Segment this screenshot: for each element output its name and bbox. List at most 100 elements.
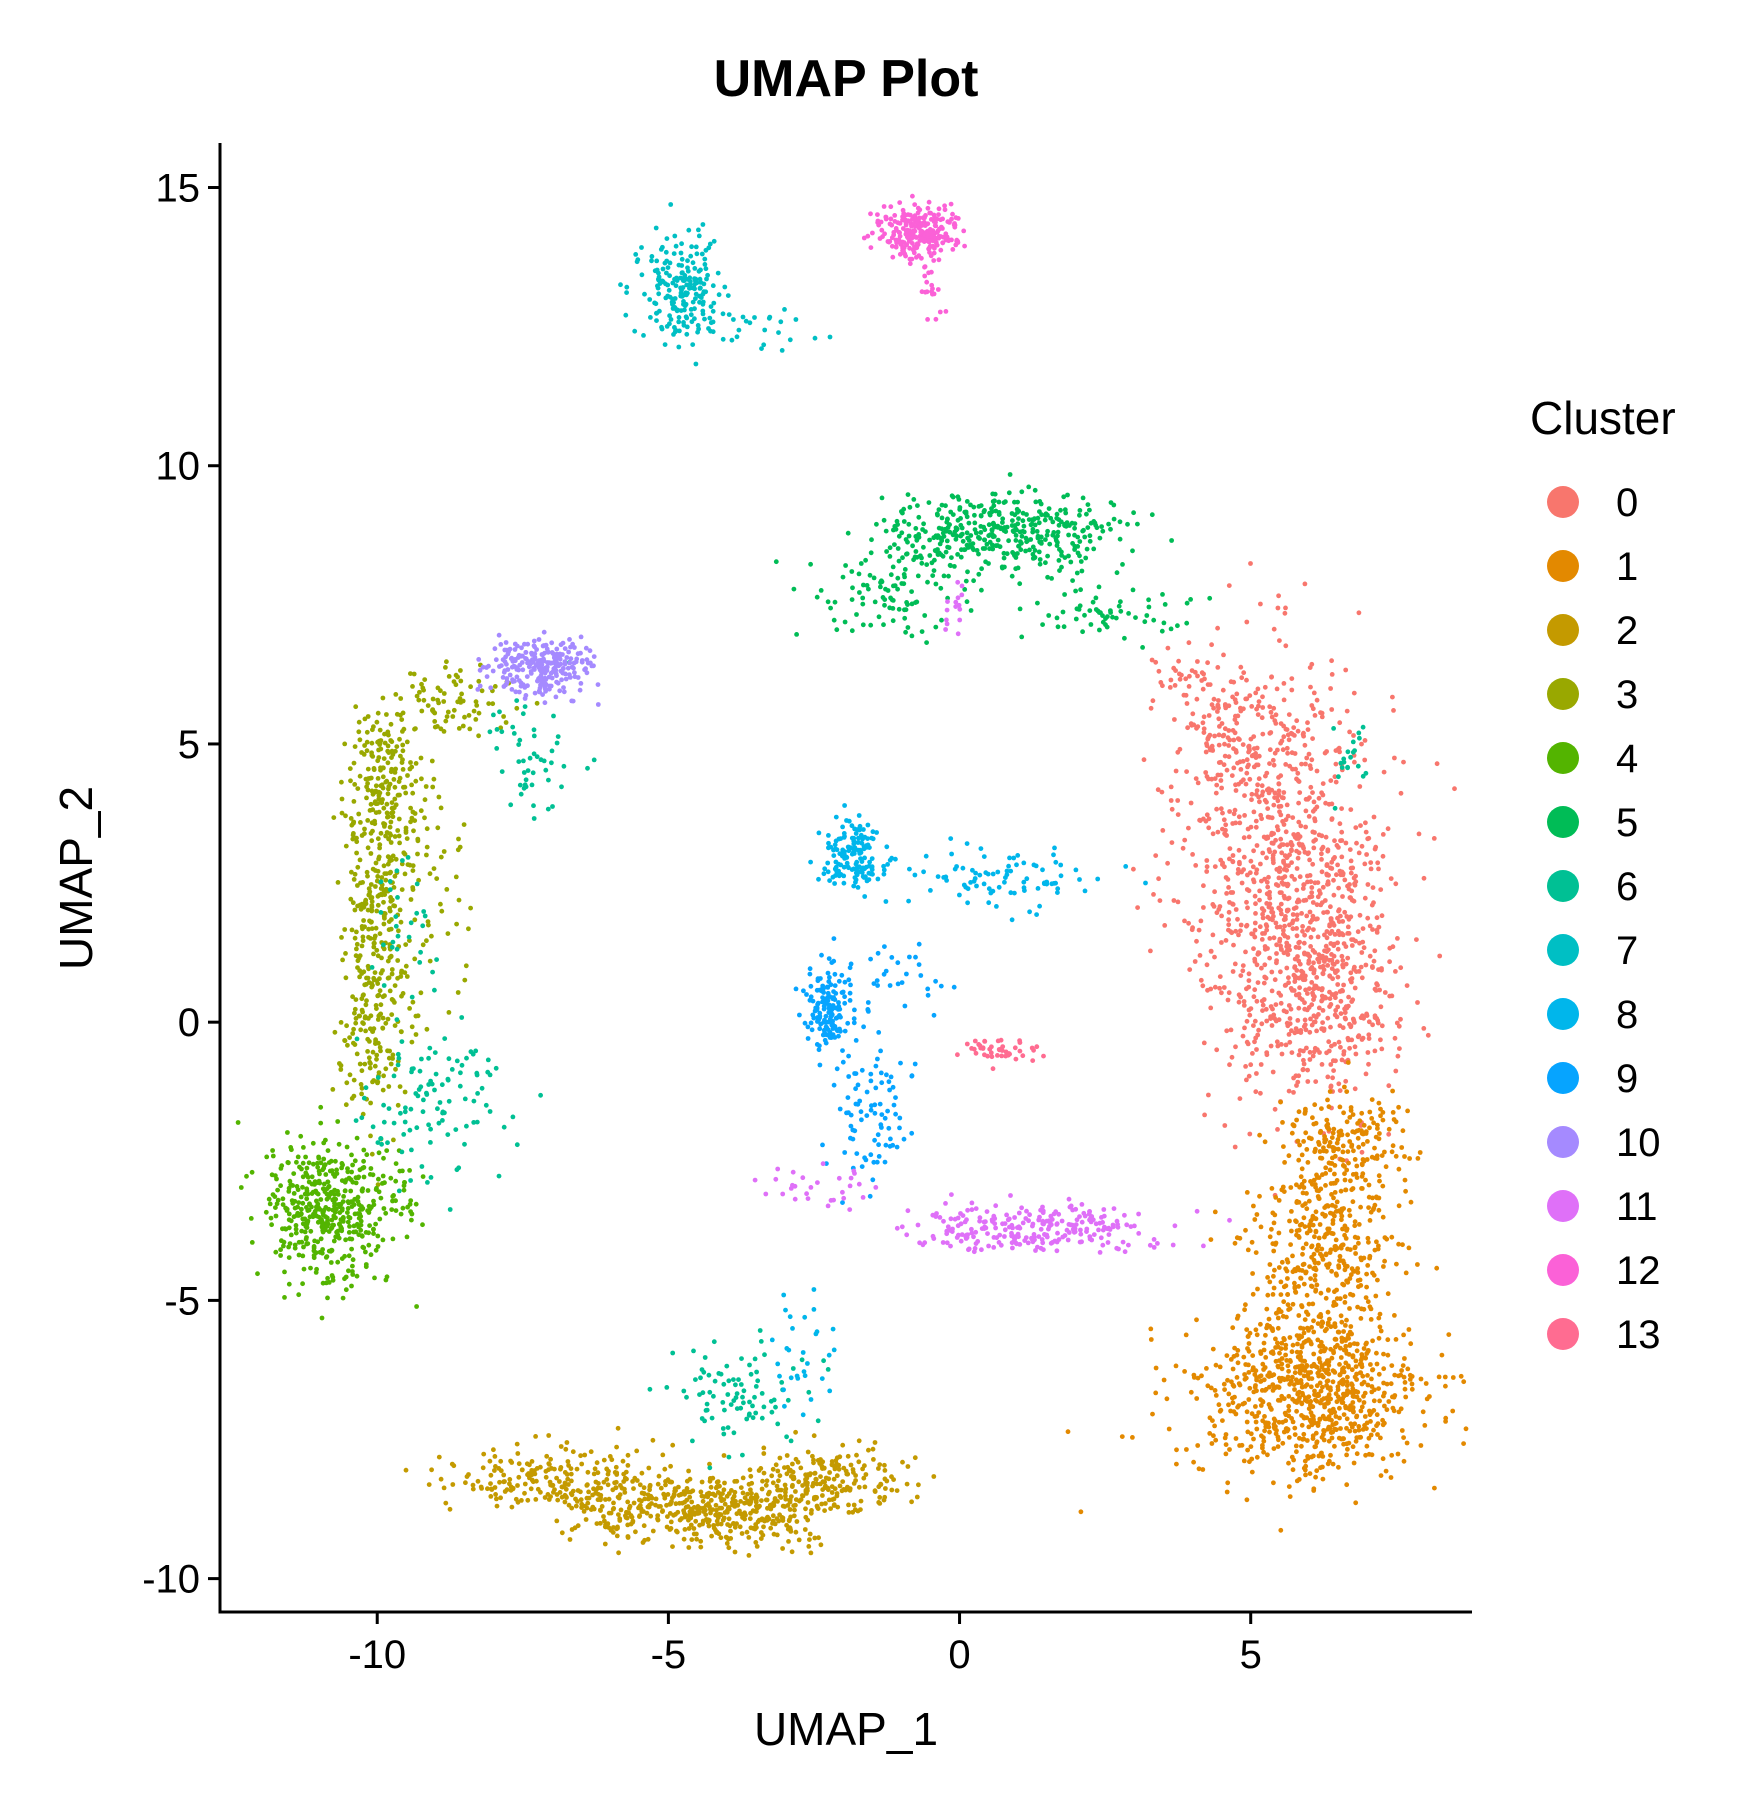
point-cluster-1 xyxy=(1265,1292,1271,1298)
point-cluster-1 xyxy=(1340,1366,1345,1372)
point-cluster-0 xyxy=(1234,720,1240,726)
point-cluster-1 xyxy=(1313,1209,1319,1215)
point-cluster-1 xyxy=(1378,1106,1383,1112)
point-cluster-1 xyxy=(1262,1139,1268,1145)
point-cluster-0 xyxy=(1201,905,1206,910)
point-cluster-4 xyxy=(322,1163,327,1168)
point-cluster-2 xyxy=(570,1449,576,1455)
point-cluster-3 xyxy=(377,931,383,937)
point-cluster-0 xyxy=(1263,836,1269,841)
point-cluster-3 xyxy=(354,929,359,935)
point-cluster-3 xyxy=(443,718,449,724)
point-cluster-1 xyxy=(1301,1436,1307,1442)
point-cluster-1 xyxy=(1285,1374,1291,1380)
point-cluster-1 xyxy=(1267,1405,1273,1410)
point-cluster-2 xyxy=(909,1499,914,1505)
point-cluster-5 xyxy=(1045,553,1050,559)
point-cluster-0 xyxy=(1287,1016,1293,1021)
point-cluster-2 xyxy=(912,1455,918,1461)
point-cluster-3 xyxy=(386,1084,392,1089)
point-cluster-0 xyxy=(1319,869,1325,875)
point-cluster-0 xyxy=(1312,806,1318,812)
point-cluster-0 xyxy=(1246,984,1252,990)
point-cluster-4 xyxy=(349,1199,355,1205)
point-cluster-0 xyxy=(1194,938,1199,944)
point-cluster-3 xyxy=(387,988,393,994)
point-cluster-2 xyxy=(742,1510,747,1516)
point-cluster-2 xyxy=(742,1495,748,1501)
point-cluster-2 xyxy=(900,1459,905,1465)
point-cluster-1 xyxy=(1396,1241,1401,1247)
point-cluster-1 xyxy=(1347,1139,1353,1144)
point-cluster-1 xyxy=(1355,1121,1360,1126)
point-cluster-1 xyxy=(1382,1258,1387,1264)
point-cluster-1 xyxy=(1243,1227,1248,1233)
point-cluster-0 xyxy=(1370,927,1375,932)
point-cluster-0 xyxy=(1264,879,1270,885)
point-cluster-2 xyxy=(729,1488,734,1493)
point-cluster-3 xyxy=(349,869,354,875)
point-cluster-1 xyxy=(1191,1459,1196,1465)
point-cluster-1 xyxy=(1401,1435,1406,1440)
point-cluster-1 xyxy=(1229,1379,1234,1385)
point-cluster-0 xyxy=(1256,776,1262,782)
point-cluster-1 xyxy=(1339,1213,1345,1219)
point-cluster-2 xyxy=(814,1495,819,1500)
point-cluster-3 xyxy=(438,805,444,811)
point-cluster-1 xyxy=(1224,1489,1230,1495)
point-cluster-1 xyxy=(1356,1424,1362,1429)
point-cluster-1 xyxy=(1338,1157,1344,1162)
point-cluster-3 xyxy=(362,1061,368,1067)
point-cluster-3 xyxy=(374,719,380,725)
point-cluster-4 xyxy=(335,1259,341,1265)
point-cluster-1 xyxy=(1443,1383,1448,1389)
point-cluster-3 xyxy=(444,887,450,892)
point-cluster-3 xyxy=(342,1038,347,1043)
point-cluster-0 xyxy=(1279,738,1285,744)
point-cluster-0 xyxy=(1201,714,1207,720)
point-cluster-1 xyxy=(1304,1438,1310,1443)
point-cluster-4 xyxy=(330,1197,336,1203)
point-cluster-1 xyxy=(1182,1369,1187,1374)
point-cluster-2 xyxy=(776,1518,782,1524)
point-cluster-1 xyxy=(1281,1299,1287,1305)
point-cluster-2 xyxy=(724,1541,730,1546)
point-cluster-0 xyxy=(1212,864,1218,869)
point-cluster-2 xyxy=(668,1501,673,1507)
point-cluster-2 xyxy=(931,1474,937,1479)
point-cluster-1 xyxy=(1347,1306,1352,1311)
point-cluster-0 xyxy=(1248,858,1254,864)
point-cluster-1 xyxy=(1323,1295,1329,1301)
point-cluster-0 xyxy=(1332,774,1338,780)
point-cluster-3 xyxy=(412,956,418,962)
point-cluster-0 xyxy=(1316,832,1322,838)
point-cluster-0 xyxy=(1275,1043,1281,1049)
point-cluster-3 xyxy=(402,784,408,790)
point-cluster-3 xyxy=(350,1031,356,1036)
point-cluster-1 xyxy=(1227,1447,1232,1452)
point-cluster-0 xyxy=(1308,684,1313,690)
point-cluster-0 xyxy=(1276,781,1282,787)
point-cluster-4 xyxy=(288,1218,294,1224)
point-cluster-0 xyxy=(1227,809,1232,814)
point-cluster-0 xyxy=(1336,907,1342,913)
point-cluster-3 xyxy=(501,714,506,719)
point-cluster-0 xyxy=(1343,1005,1349,1011)
point-cluster-2 xyxy=(603,1497,608,1502)
point-cluster-1 xyxy=(1360,1141,1366,1147)
point-cluster-2 xyxy=(546,1497,552,1502)
point-cluster-0 xyxy=(1207,732,1213,738)
point-cluster-1 xyxy=(1271,1248,1277,1254)
point-cluster-0 xyxy=(1269,969,1275,975)
point-cluster-3 xyxy=(410,885,416,890)
point-cluster-1 xyxy=(1450,1408,1456,1414)
point-cluster-3 xyxy=(389,755,394,760)
point-cluster-2 xyxy=(825,1487,831,1493)
point-cluster-1 xyxy=(1349,1187,1355,1193)
point-cluster-2 xyxy=(678,1491,684,1497)
point-cluster-3 xyxy=(367,1065,373,1071)
point-cluster-0 xyxy=(1183,676,1189,682)
point-cluster-0 xyxy=(1328,865,1333,871)
point-cluster-2 xyxy=(650,1437,656,1443)
point-cluster-2 xyxy=(770,1466,776,1472)
